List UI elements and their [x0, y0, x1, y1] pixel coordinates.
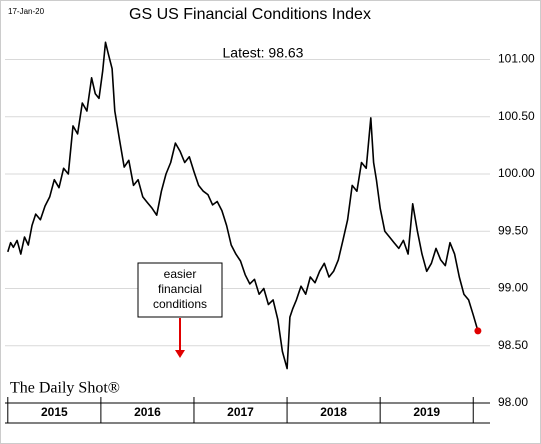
x-category-label: 2016 [134, 405, 161, 419]
watermark: The Daily Shot® [10, 380, 120, 397]
x-category-label: 2015 [41, 405, 68, 419]
latest-annotation: Latest: 98.63 [223, 45, 304, 61]
y-tick-label: 100.00 [498, 166, 535, 180]
note-line: easier [164, 267, 197, 281]
y-tick-label: 99.00 [498, 281, 528, 295]
y-tick-label: 98.00 [498, 395, 528, 409]
x-category-label: 2019 [413, 405, 440, 419]
y-tick-label: 98.50 [498, 338, 528, 352]
y-tick-label: 100.50 [498, 109, 535, 123]
x-category-label: 2018 [320, 405, 347, 419]
latest-point [474, 327, 482, 335]
date-stamp: 17-Jan-20 [8, 7, 45, 16]
note-line: financial [158, 282, 202, 296]
y-tick-label: 99.50 [498, 223, 528, 237]
arrow-head [175, 350, 185, 358]
note-box [137, 262, 223, 318]
note-line: conditions [153, 297, 207, 311]
x-category-label: 2017 [227, 405, 254, 419]
y-tick-label: 101.00 [498, 52, 535, 66]
chart-title: GS US Financial Conditions Index [129, 6, 371, 23]
series-line [7, 41, 479, 370]
